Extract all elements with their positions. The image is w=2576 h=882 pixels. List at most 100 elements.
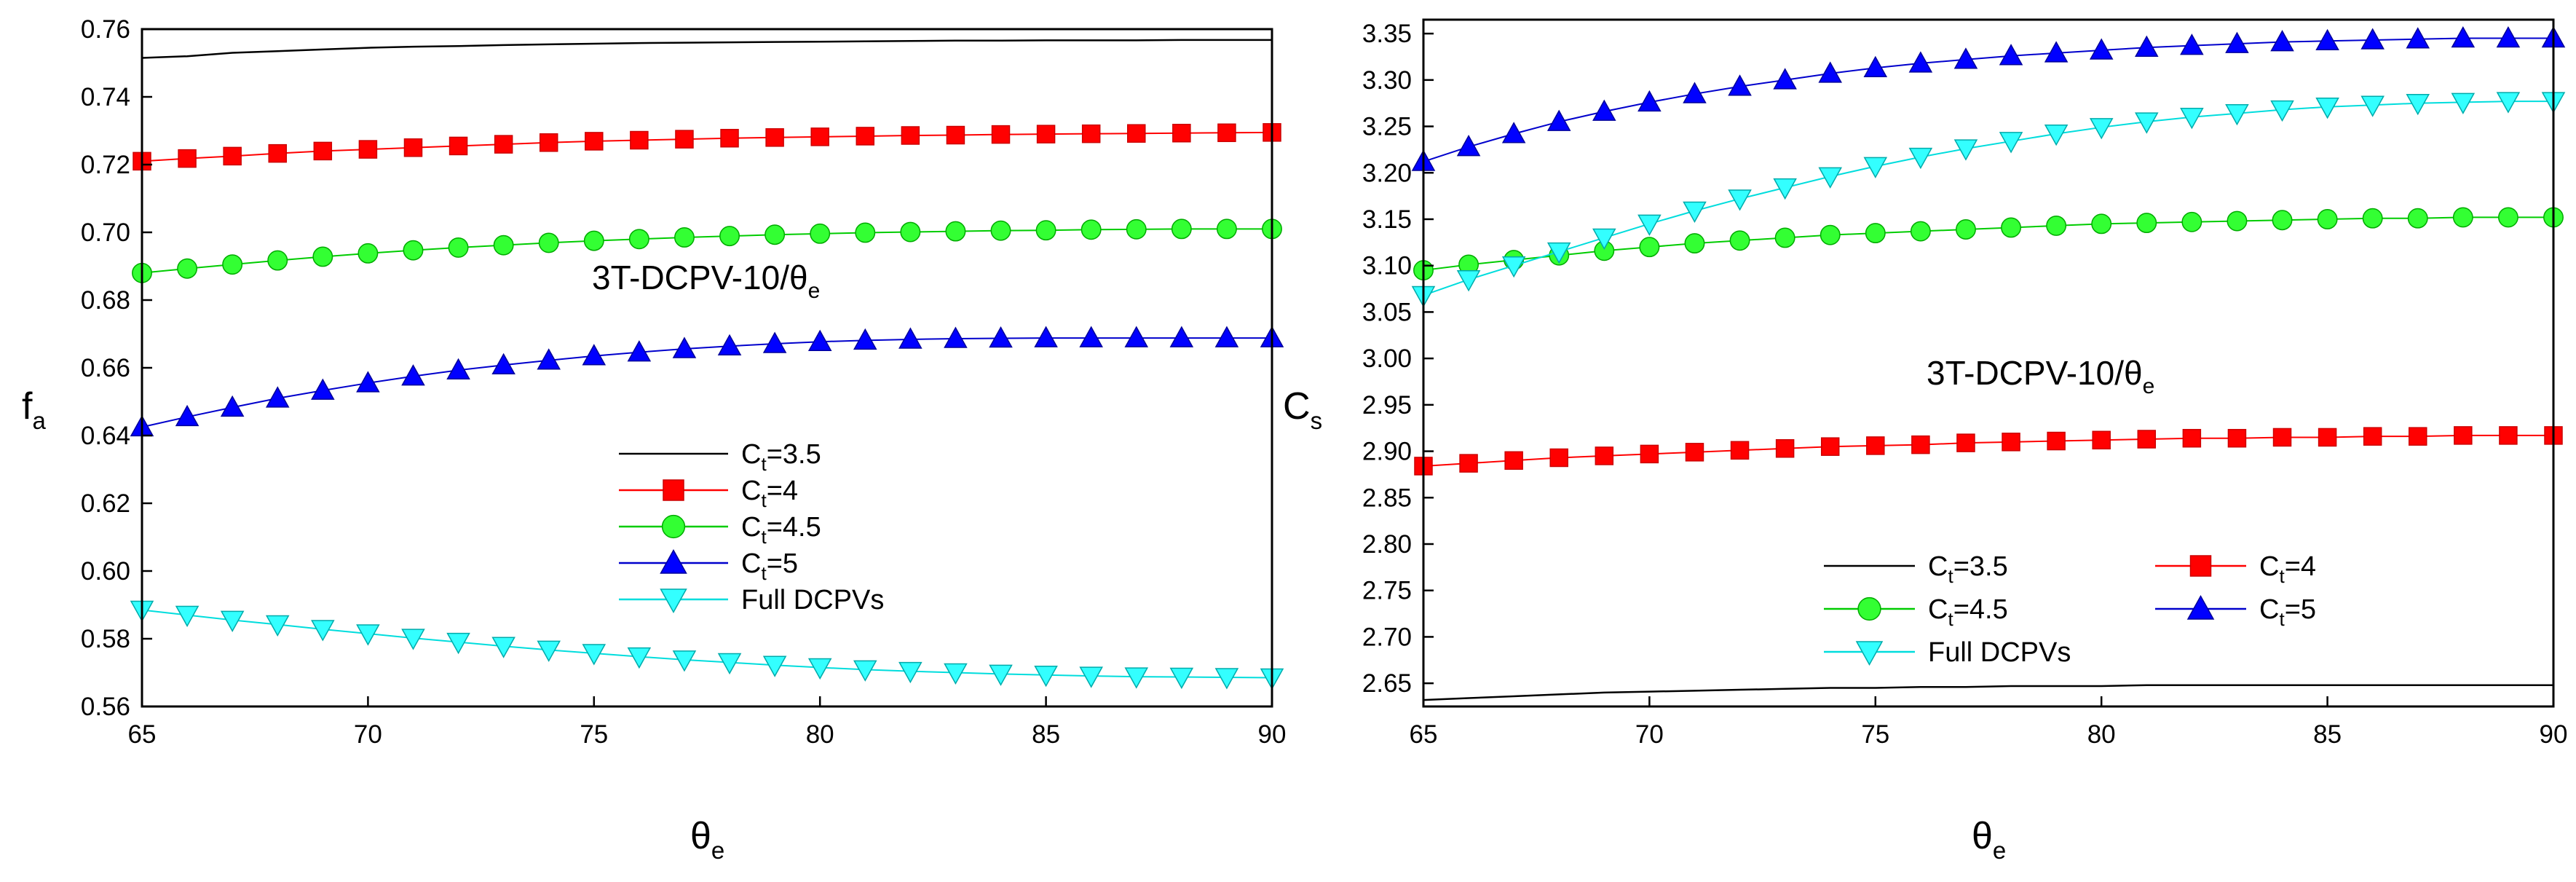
- left-point-ct-4: [991, 125, 1011, 144]
- left-point-full-dcpvs: [672, 650, 697, 672]
- right-point-ct-5: [2496, 25, 2521, 48]
- left-point-ct-4: [178, 149, 197, 168]
- left-point-full-dcpvs: [582, 644, 607, 666]
- right-point-ct-4-5: [2497, 207, 2518, 228]
- right-point-ct-4-5: [1820, 224, 1841, 245]
- left-point-full-dcpvs: [220, 610, 245, 632]
- left-series-line-full-dcpvs: [141, 609, 1273, 679]
- left-point-full-dcpvs: [446, 632, 470, 655]
- left-point-ct-4: [223, 146, 242, 166]
- right-point-full-dcpvs: [1592, 228, 1616, 251]
- right-legend-item-full-dcpvs: Full DCPVs: [1824, 637, 2071, 668]
- left-point-full-dcpvs: [311, 620, 335, 642]
- right-point-ct-5: [2135, 35, 2159, 57]
- right-ticks: 65 70 75 80 85 90 2.65 2.70 2.75 2.80 2.85 2.90 2.95…: [1362, 20, 2568, 749]
- left-x-axis-label-main: θ: [690, 815, 711, 857]
- right-point-ct-4: [2227, 428, 2247, 448]
- legend-sample-marker: [663, 479, 684, 501]
- left-point-ct-4-5: [810, 223, 831, 244]
- right-point-ct-4-5: [1729, 230, 1750, 251]
- right-point-ct-4: [2002, 433, 2020, 452]
- right-point-ct-4-5: [2452, 207, 2473, 228]
- left-y-tick-label: 0.70: [81, 218, 130, 247]
- right-point-full-dcpvs: [1999, 132, 2023, 154]
- right-point-full-dcpvs: [1546, 242, 1571, 264]
- left-point-ct-5: [265, 386, 290, 408]
- left-point-ct-4-5: [764, 224, 786, 245]
- left-point-ct-5: [446, 358, 470, 380]
- right-legend-item-ct-5: Ct=5: [2155, 594, 2316, 630]
- right-point-ct-5: [2180, 34, 2204, 55]
- right-series-line-ct-5: [1423, 37, 2553, 162]
- left-point-ct-5: [944, 326, 968, 348]
- left-point-full-dcpvs: [356, 624, 380, 646]
- legend-label: Ct=5: [741, 548, 798, 584]
- left-point-ct-4-5: [628, 229, 649, 250]
- left-point-ct-4-5: [1126, 218, 1147, 240]
- right-point-ct-4: [1595, 446, 1614, 465]
- right-point-ct-5: [1728, 74, 1752, 96]
- right-point-ct-4-5: [2272, 210, 2293, 231]
- right-point-ct-4: [2363, 427, 2382, 446]
- right-x-tick-label: 80: [2087, 720, 2116, 749]
- right-point-full-dcpvs: [2406, 93, 2430, 116]
- right-point-full-dcpvs: [1908, 147, 1933, 170]
- left-y-tick-label: 0.66: [81, 354, 130, 382]
- left-point-ct-4-5: [719, 226, 740, 247]
- right-point-ct-5: [1953, 47, 1978, 69]
- left-y-tick-label: 0.58: [81, 625, 130, 653]
- left-point-ct-4-5: [900, 221, 921, 243]
- left-point-ct-4: [901, 126, 920, 145]
- right-point-full-dcpvs: [1863, 157, 1888, 178]
- left-x-tick-label: 65: [128, 720, 157, 749]
- right-point-full-dcpvs: [2451, 92, 2476, 114]
- right-legend-item-ct-4: Ct=4: [2155, 551, 2316, 587]
- left-point-ct-4-5: [1035, 220, 1056, 241]
- right-point-ct-5: [1818, 61, 1842, 83]
- right-x-axis-label-sub: e: [1993, 837, 2006, 864]
- left-legend-item-ct-4: Ct=4: [619, 476, 798, 511]
- right-point-ct-4: [2409, 427, 2427, 446]
- left-point-ct-5: [1169, 326, 1194, 347]
- right-point-full-dcpvs: [2496, 92, 2521, 114]
- right-point-ct-5: [1546, 109, 1571, 131]
- left-point-ct-4-5: [177, 258, 198, 279]
- left-point-ct-4: [675, 130, 694, 149]
- left-y-tick-label: 0.74: [81, 83, 130, 111]
- chart-right: 65 70 75 80 85 90 2.65 2.70 2.75 2.80 2.85 2.90 2.95…: [1283, 18, 2568, 864]
- left-x-tick-label: 90: [1258, 720, 1287, 749]
- right-x-axis-label-main: θ: [1972, 815, 1993, 857]
- left-y-tick-label: 0.76: [81, 15, 130, 44]
- left-point-full-dcpvs: [537, 640, 561, 662]
- left-point-ct-4: [810, 127, 829, 146]
- left-point-ct-4: [403, 138, 423, 157]
- left-point-full-dcpvs: [1079, 666, 1103, 688]
- right-annotation-sub: e: [2143, 374, 2155, 398]
- right-point-full-dcpvs: [1501, 256, 1526, 278]
- right-point-ct-4-5: [1956, 219, 1976, 240]
- left-point-ct-5: [762, 331, 787, 353]
- right-point-full-dcpvs: [2270, 100, 2294, 122]
- right-x-tick-label: 90: [2540, 720, 2568, 749]
- left-point-full-dcpvs: [1169, 667, 1194, 690]
- left-point-ct-4-5: [267, 250, 288, 271]
- right-legend: Ct=3.5 Ct=4 Ct=4.5 Ct=5 Full DCPVs: [1824, 551, 2316, 668]
- right-y-tick-label: 2.80: [1362, 530, 1412, 559]
- left-point-ct-5: [401, 364, 425, 386]
- right-point-ct-4: [2137, 430, 2157, 449]
- right-point-ct-5: [1863, 55, 1888, 78]
- left-x-axis-label-sub: e: [711, 837, 724, 864]
- right-point-ct-5: [2360, 28, 2385, 50]
- left-point-ct-4: [856, 127, 875, 146]
- right-point-ct-4-5: [2362, 208, 2383, 229]
- left-point-ct-4-5: [448, 237, 469, 258]
- right-point-full-dcpvs: [2225, 103, 2249, 126]
- right-point-ct-5: [2451, 25, 2476, 48]
- right-point-ct-4: [1730, 441, 1750, 460]
- legend-sample-marker: [661, 514, 686, 539]
- right-plot-frame: [1422, 18, 2555, 708]
- left-series-line-ct-4: [141, 131, 1273, 162]
- right-y-tick-label: 2.65: [1362, 669, 1412, 698]
- right-point-full-dcpvs: [1637, 214, 1662, 236]
